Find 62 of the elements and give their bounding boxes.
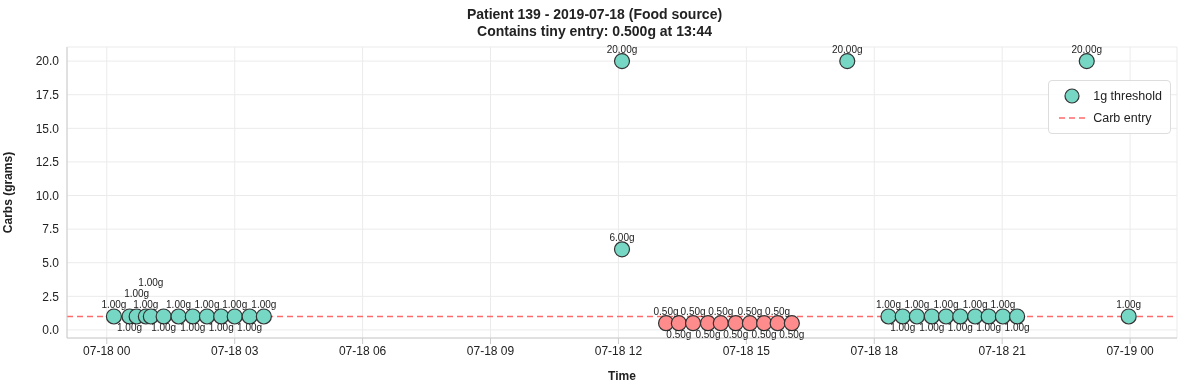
y-tick-label: 5.0 [42, 255, 60, 270]
data-label: 1.00g [990, 298, 1016, 310]
data-label: 1.00g [237, 322, 263, 334]
x-tick-label: 07-18 21 [978, 343, 1027, 358]
data-label: 1.00g [1116, 298, 1142, 310]
data-label: 6.00g [609, 231, 635, 243]
y-axis-title: Carbs (grams) [1, 151, 16, 234]
data-label: 1.00g [947, 322, 973, 334]
x-tick-label: 07-18 15 [722, 343, 771, 358]
data-label: 20.00g [606, 43, 638, 55]
data-label: 1.00g [1004, 322, 1030, 334]
chart-subtitle: Contains tiny entry: 0.500g at 13:44 [476, 23, 713, 40]
data-label: 0.50g [695, 328, 721, 340]
y-tick-label: 20.0 [35, 54, 60, 69]
legend-label: Carb entry [1093, 111, 1152, 125]
x-tick-label: 07-18 12 [594, 343, 643, 358]
data-label: 0.50g [666, 328, 692, 340]
x-tick-label: 07-18 06 [338, 343, 387, 358]
data-label: 1.00g [222, 298, 248, 310]
data-label: 1.00g [194, 298, 220, 310]
data-label: 0.50g [779, 328, 805, 340]
data-label: 0.50g [723, 328, 749, 340]
data-label: 1.00g [208, 322, 234, 334]
data-label: 20.00g [1071, 43, 1103, 55]
x-tick-label: 07-19 00 [1106, 343, 1155, 358]
data-label: 1.00g [151, 322, 177, 334]
x-tick-label: 07-18 09 [466, 343, 515, 358]
chart-title: Patient 139 - 2019-07-18 (Food source) [465, 6, 724, 23]
data-label: 1.00g [138, 276, 164, 288]
data-label: 1.00g [180, 322, 206, 334]
data-label: 1.00g [890, 322, 916, 334]
data-label: 1.00g [166, 298, 192, 310]
y-tick-label: 10.0 [35, 188, 60, 203]
data-label: 0.50g [680, 305, 706, 317]
data-label: 1.00g [976, 322, 1002, 334]
data-label: 1.00g [962, 298, 988, 310]
y-tick-label: 0.0 [42, 323, 60, 338]
legend-label: 1g threshold [1093, 89, 1162, 103]
y-tick-label: 12.5 [35, 155, 60, 170]
y-tick-label: 7.5 [42, 222, 60, 237]
data-label: 1.00g [933, 298, 959, 310]
data-label: 1.00g [919, 322, 945, 334]
data-label: 1.00g [133, 298, 159, 310]
x-axis-title: Time [608, 369, 637, 383]
data-label: 0.50g [653, 305, 679, 317]
y-tick-label: 17.5 [35, 87, 60, 102]
x-tick-label: 07-18 00 [83, 343, 131, 358]
data-label: 20.00g [831, 43, 863, 55]
data-label: 1.00g [124, 287, 150, 299]
y-tick-label: 2.5 [42, 289, 60, 304]
data-label: 1.00g [117, 322, 143, 334]
data-label: 1.00g [101, 298, 127, 310]
data-label: 0.50g [751, 328, 777, 340]
x-tick-label: 07-18 03 [211, 343, 259, 358]
data-label: 1.00g [875, 298, 901, 310]
data-label: 0.50g [737, 305, 763, 317]
data-label: 1.00g [904, 298, 930, 310]
data-label: 1.00g [251, 298, 277, 310]
data-label: 0.50g [708, 305, 734, 317]
y-tick-label: 15.0 [35, 121, 60, 136]
data-label: 0.50g [765, 305, 791, 317]
x-tick-label: 07-18 18 [850, 343, 899, 358]
